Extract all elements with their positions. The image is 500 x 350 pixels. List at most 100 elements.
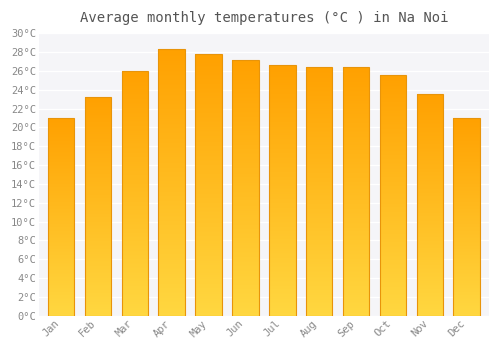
Bar bbox=[454, 224, 480, 225]
Bar bbox=[158, 244, 185, 245]
Bar bbox=[343, 184, 369, 185]
Bar bbox=[306, 211, 332, 212]
Bar bbox=[380, 259, 406, 260]
Bar bbox=[269, 148, 295, 149]
Bar bbox=[416, 202, 443, 203]
Bar bbox=[158, 234, 185, 236]
Bar bbox=[196, 242, 222, 244]
Bar bbox=[158, 128, 185, 129]
Bar bbox=[269, 84, 295, 85]
Bar bbox=[158, 190, 185, 192]
Bar bbox=[48, 257, 74, 258]
Bar bbox=[416, 149, 443, 150]
Bar bbox=[196, 275, 222, 276]
Bar bbox=[232, 286, 258, 288]
Bar bbox=[380, 170, 406, 171]
Bar bbox=[158, 65, 185, 66]
Bar bbox=[306, 172, 332, 173]
Bar bbox=[232, 280, 258, 281]
Bar bbox=[269, 150, 295, 152]
Bar bbox=[343, 281, 369, 282]
Bar bbox=[122, 203, 148, 204]
Bar bbox=[416, 276, 443, 277]
Bar bbox=[84, 190, 111, 191]
Bar bbox=[158, 253, 185, 254]
Bar bbox=[196, 292, 222, 294]
Bar bbox=[84, 97, 111, 98]
Bar bbox=[158, 104, 185, 105]
Bar bbox=[343, 169, 369, 170]
Bar bbox=[454, 180, 480, 181]
Bar bbox=[269, 227, 295, 228]
Bar bbox=[306, 231, 332, 232]
Bar bbox=[343, 122, 369, 123]
Bar bbox=[48, 179, 74, 180]
Bar bbox=[122, 254, 148, 256]
Bar bbox=[380, 223, 406, 224]
Bar bbox=[416, 172, 443, 173]
Bar bbox=[454, 129, 480, 130]
Bar bbox=[122, 71, 148, 316]
Bar bbox=[416, 141, 443, 142]
Bar bbox=[84, 224, 111, 225]
Bar bbox=[306, 209, 332, 210]
Bar bbox=[306, 314, 332, 316]
Bar bbox=[306, 119, 332, 121]
Bar bbox=[343, 161, 369, 163]
Bar bbox=[269, 249, 295, 251]
Bar bbox=[158, 236, 185, 237]
Bar bbox=[48, 129, 74, 130]
Bar bbox=[454, 162, 480, 163]
Bar bbox=[306, 153, 332, 154]
Bar bbox=[232, 267, 258, 268]
Bar bbox=[306, 199, 332, 200]
Bar bbox=[158, 170, 185, 172]
Bar bbox=[232, 60, 258, 61]
Bar bbox=[122, 90, 148, 92]
Bar bbox=[269, 286, 295, 287]
Bar bbox=[269, 283, 295, 285]
Bar bbox=[380, 207, 406, 209]
Bar bbox=[232, 303, 258, 304]
Bar bbox=[158, 212, 185, 213]
Bar bbox=[232, 167, 258, 168]
Bar bbox=[269, 143, 295, 144]
Bar bbox=[84, 260, 111, 261]
Bar bbox=[122, 252, 148, 253]
Bar bbox=[232, 185, 258, 187]
Bar bbox=[380, 177, 406, 178]
Bar bbox=[380, 137, 406, 139]
Bar bbox=[269, 304, 295, 306]
Bar bbox=[232, 221, 258, 222]
Bar bbox=[84, 113, 111, 115]
Bar bbox=[380, 175, 406, 176]
Bar bbox=[343, 89, 369, 91]
Bar bbox=[122, 134, 148, 136]
Bar bbox=[269, 281, 295, 282]
Bar bbox=[416, 150, 443, 151]
Bar bbox=[232, 294, 258, 295]
Bar bbox=[84, 126, 111, 127]
Bar bbox=[196, 189, 222, 190]
Bar bbox=[306, 301, 332, 302]
Bar bbox=[269, 201, 295, 202]
Bar bbox=[454, 267, 480, 268]
Bar bbox=[158, 52, 185, 53]
Bar bbox=[380, 228, 406, 229]
Bar bbox=[380, 301, 406, 302]
Bar bbox=[306, 143, 332, 144]
Bar bbox=[380, 180, 406, 181]
Bar bbox=[269, 236, 295, 237]
Bar bbox=[232, 86, 258, 88]
Bar bbox=[122, 222, 148, 223]
Bar bbox=[158, 68, 185, 69]
Bar bbox=[232, 231, 258, 232]
Bar bbox=[343, 86, 369, 87]
Bar bbox=[269, 95, 295, 97]
Bar bbox=[343, 87, 369, 88]
Bar bbox=[84, 127, 111, 128]
Bar bbox=[380, 307, 406, 309]
Bar bbox=[343, 78, 369, 79]
Bar bbox=[232, 103, 258, 104]
Bar bbox=[416, 111, 443, 112]
